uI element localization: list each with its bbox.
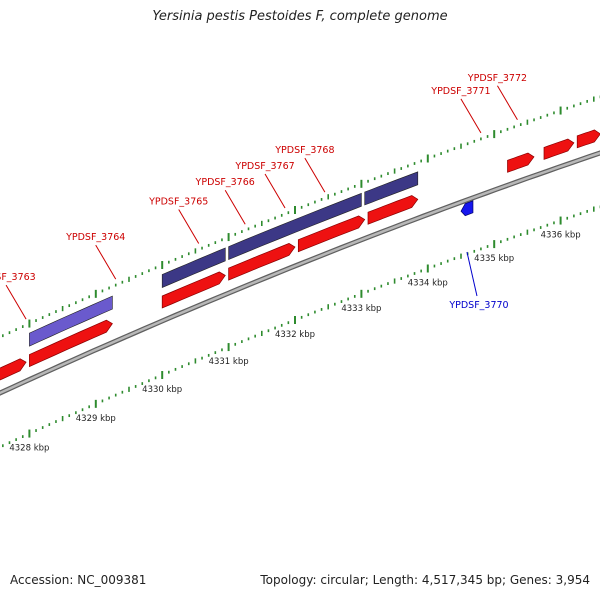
- feature-f-indigo-2: [228, 192, 362, 261]
- backbone-line: [0, 151, 600, 395]
- gene-arrow-g-c: [29, 319, 113, 368]
- gene-arrow-g-e: [228, 243, 296, 281]
- feature-f-violet: [29, 295, 113, 347]
- feature-f-indigo-3: [364, 171, 419, 206]
- gene-label: YPDSF_3771: [430, 86, 490, 97]
- label-leader: [264, 173, 286, 209]
- label-leader: [497, 85, 518, 121]
- label-leader: [466, 251, 478, 297]
- gene-arrow-g-i: [543, 138, 575, 160]
- gene-label: YPDSF_3770: [448, 300, 508, 311]
- scale-label: 4335 kbp: [474, 254, 514, 264]
- map-title: Yersinia pestis Pestoides F, complete ge…: [152, 9, 448, 24]
- gene-label-track: YPDSF_3763 YPDSF_3764 YPDSF_3765 YPDSF_3766…: [0, 73, 527, 320]
- scale-label: 4331 kbp: [209, 357, 249, 367]
- scale-label: 4329 kbp: [76, 414, 116, 424]
- label-leader: [224, 189, 246, 225]
- label-leader: [460, 98, 482, 134]
- gene-arrow-g-b: [0, 358, 27, 381]
- genome-backbone: [0, 150, 600, 396]
- scale-label: 4333 kbp: [341, 304, 381, 314]
- gene-label: YPDSF_3767: [234, 161, 294, 172]
- gene-label: YPDSF_3765: [148, 197, 208, 208]
- gene-arrow-g-j: [576, 129, 600, 149]
- label-leader: [304, 157, 326, 193]
- scale-label: 4330 kbp: [142, 385, 182, 395]
- upper-tick-track: [2, 95, 600, 338]
- gene-label: YPDSF_3763: [0, 272, 36, 283]
- feature-track: [29, 171, 419, 347]
- backbone-shadow: [0, 150, 600, 396]
- feature-f-indigo-1: [161, 247, 226, 288]
- lower-tick-track: [2, 205, 600, 448]
- gene-arrow-g-h: [507, 152, 535, 173]
- gene-label: YPDSF_3772: [467, 73, 527, 84]
- gene-label: YPDSF_3764: [65, 232, 125, 243]
- label-leader: [5, 284, 27, 320]
- label-leader: [95, 244, 117, 280]
- gene-track: [0, 129, 600, 381]
- gene-label: YPDSF_3766: [195, 177, 255, 188]
- scale-label: 4332 kbp: [275, 330, 315, 340]
- accession-text: Accession: NC_009381: [10, 573, 147, 587]
- gene-arrow-g-d: [161, 271, 226, 309]
- scale-label: 4336 kbp: [541, 231, 581, 241]
- scale-label: 4328 kbp: [9, 444, 49, 454]
- genome-summary-text: Topology: circular; Length: 4,517,345 bp…: [260, 573, 590, 587]
- gene-label: YPDSF_3768: [274, 145, 334, 156]
- gene-arrow-g-g: [367, 195, 419, 225]
- scale-label: 4334 kbp: [408, 279, 448, 289]
- gene-arrow-g-f: [297, 215, 366, 253]
- label-leader: [178, 209, 200, 244]
- gene-arrow-g-3770: [460, 200, 474, 217]
